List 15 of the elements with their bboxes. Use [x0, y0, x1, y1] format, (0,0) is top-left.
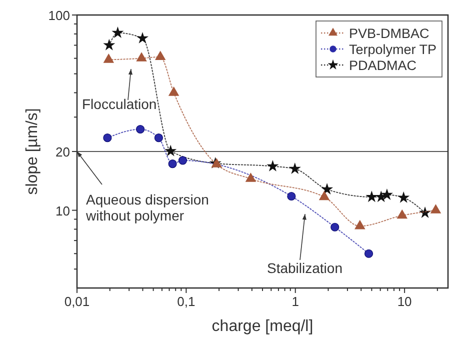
annotation: Aqueous dispersion without polymer: [85, 192, 209, 224]
y-tick-label: 20: [56, 144, 70, 160]
x-tick-label: 1: [292, 294, 299, 309]
annotation: Flocculation: [82, 96, 157, 112]
legend-label: PDADMAC: [349, 58, 417, 73]
legend-label: Terpolymer TP: [349, 42, 437, 57]
x-tick-label: 0,01: [64, 294, 90, 309]
annotation: Stabilization: [267, 260, 342, 276]
y-tick-label: 10: [56, 203, 70, 218]
y-tick-label: 100: [48, 8, 70, 23]
x-tick-label: 10: [397, 294, 412, 309]
legend-label: PVB-DMBAC: [349, 26, 430, 41]
x-axis-title: charge [meq/l]: [212, 318, 314, 335]
y-axis-title: slope [µm/s]: [24, 108, 41, 195]
x-tick-label: 0,1: [177, 294, 196, 309]
